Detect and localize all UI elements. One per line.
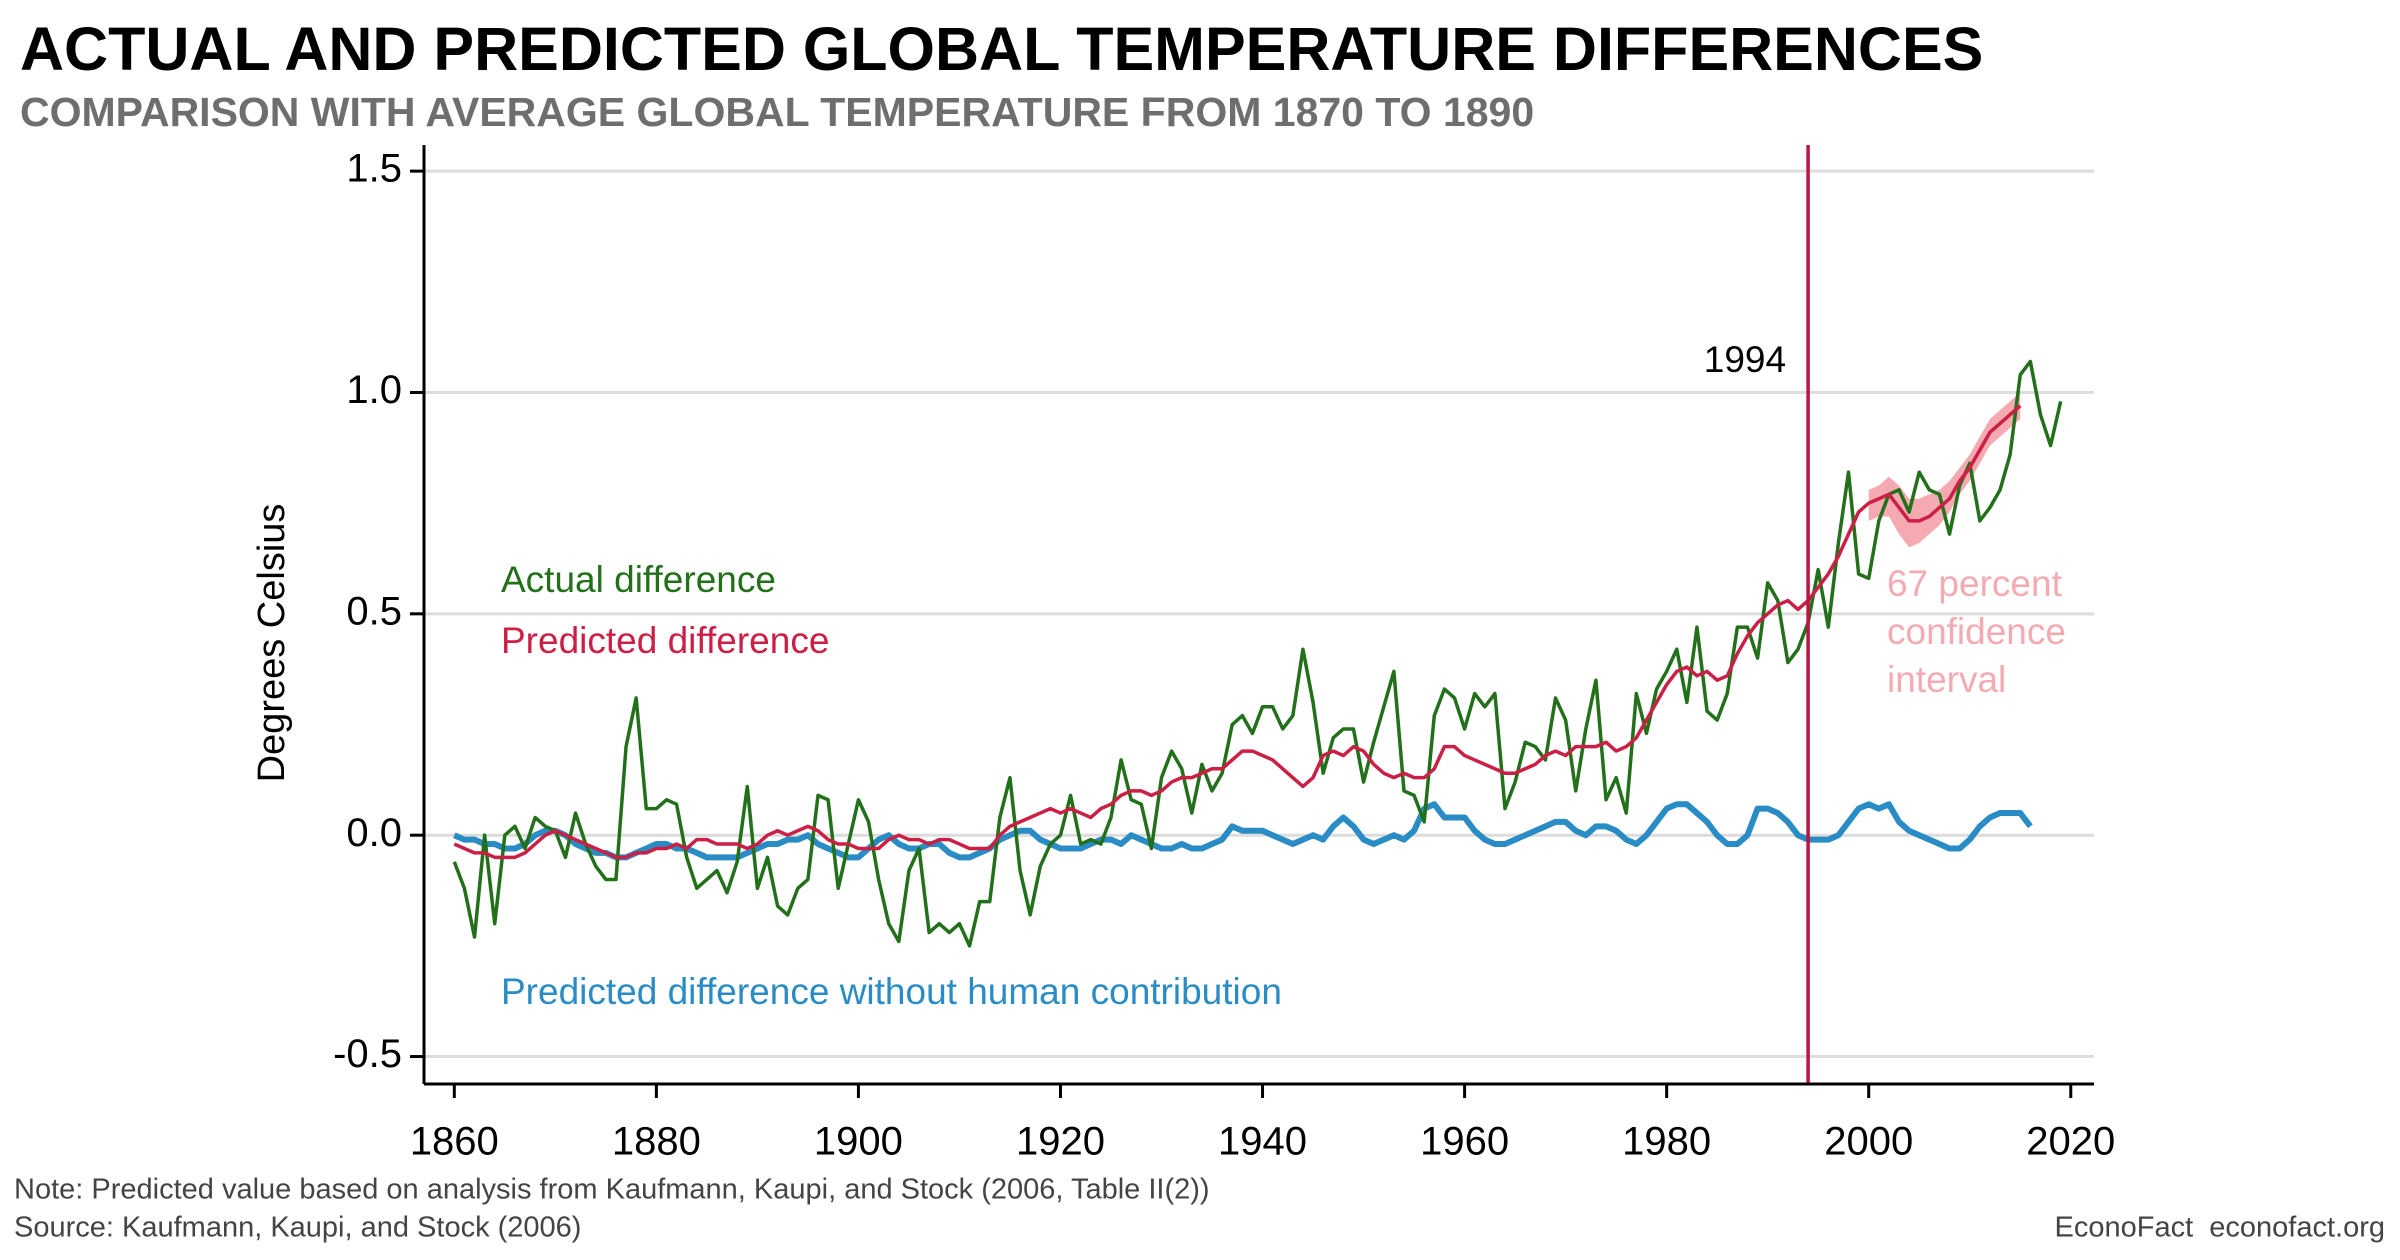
x-tick-label: 1920: [1016, 1120, 1105, 1164]
legend-label: Predicted difference without human contr…: [501, 971, 1282, 1012]
y-tick-label: 1.0: [346, 368, 402, 412]
x-tick-label: 1960: [1420, 1120, 1509, 1164]
chart-title: ACTUAL AND PREDICTED GLOBAL TEMPERATURE …: [20, 15, 1983, 83]
series-line: [453, 404, 2022, 860]
band-label: interval: [1887, 659, 2006, 700]
note: Note: Predicted value based on analysis …: [14, 1174, 1210, 1206]
x-tick-label: 1880: [612, 1120, 701, 1164]
reference-label: 1994: [1704, 339, 1786, 380]
series-line: [452, 359, 2063, 948]
legend-label: Actual difference: [501, 559, 776, 600]
x-tick-label: 2000: [1824, 1120, 1913, 1164]
legend-label: Predicted difference: [501, 620, 829, 661]
source: Source: Kaufmann, Kaupi, and Stock (2006…: [14, 1212, 581, 1244]
y-tick-label: 0.5: [346, 589, 402, 633]
series-line: [453, 801, 2033, 861]
x-tick-label: 1980: [1622, 1120, 1711, 1164]
y-tick-label: -0.5: [333, 1032, 402, 1076]
band-label: 67 percent: [1887, 563, 2063, 604]
y-tick-label: 1.5: [346, 147, 402, 191]
x-tick-label: 1860: [410, 1120, 499, 1164]
y-axis-title: Degrees Celsius: [251, 504, 293, 783]
confidence-band: [1868, 392, 2021, 548]
x-tick-label: 1900: [814, 1120, 903, 1164]
band-label: confidence: [1887, 611, 2066, 652]
plot-area: -0.5 0.0 0.5 1.0 1.5 1860 1880 1900 1920 1940 1960…: [333, 145, 2115, 1164]
y-tick-label: 0.0: [346, 811, 402, 855]
credit: EconoFact econofact.org: [2055, 1212, 2385, 1244]
x-tick-label: 1940: [1218, 1120, 1307, 1164]
x-tick-label: 2020: [2026, 1120, 2115, 1164]
chart-subtitle: COMPARISON WITH AVERAGE GLOBAL TEMPERATU…: [20, 89, 1534, 135]
